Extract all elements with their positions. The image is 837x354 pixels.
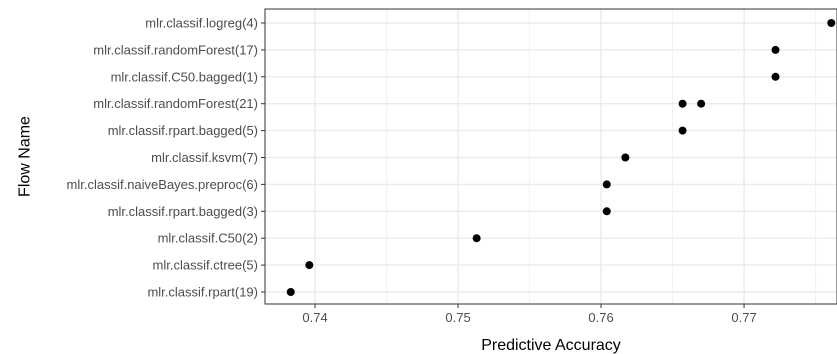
y-tick-label: mlr.classif.rpart.bagged(5): [108, 123, 258, 138]
data-point: [678, 99, 687, 108]
data-point: [771, 72, 780, 81]
y-axis-title: Flow Name: [17, 116, 34, 197]
y-tick-label: mlr.classif.ksvm(7): [151, 150, 258, 165]
y-tick-label: mlr.classif.randomForest(21): [93, 96, 258, 111]
data-point: [697, 99, 706, 108]
y-tick-label: mlr.classif.rpart.bagged(3): [108, 204, 258, 219]
data-point: [827, 19, 836, 27]
data-point: [678, 126, 687, 135]
y-tick-label: mlr.classif.logreg(4): [145, 16, 258, 31]
data-points: [286, 19, 836, 296]
data-point: [621, 153, 630, 162]
x-tick-label: 0.77: [731, 310, 756, 325]
x-tick-label: 0.75: [445, 310, 470, 325]
y-tick-label: mlr.classif.rpart(19): [147, 285, 258, 300]
panel-border: [264, 8, 837, 305]
x-axis-ticks: [314, 304, 745, 308]
y-axis-tick-labels: mlr.classif.logreg(4) mlr.classif.randomF…: [67, 16, 258, 300]
y-axis-ticks: [261, 22, 265, 293]
x-tick-label: 0.76: [588, 310, 613, 325]
data-point: [472, 234, 481, 243]
x-axis-tick-labels: 0.74 0.75 0.76 0.77: [302, 310, 756, 325]
y-tick-label: mlr.classif.naiveBayes.preproc(6): [67, 177, 258, 192]
y-tick-label: mlr.classif.C50(2): [158, 231, 258, 246]
x-tick-label: 0.74: [302, 310, 327, 325]
y-tick-label: mlr.classif.C50.bagged(1): [111, 69, 258, 84]
x-axis-title: Predictive Accuracy: [481, 337, 621, 354]
y-tick-label: mlr.classif.ctree(5): [153, 258, 258, 273]
data-point: [305, 261, 314, 270]
grid-lines: [265, 9, 837, 304]
data-point: [602, 207, 611, 216]
data-point: [286, 288, 295, 296]
y-tick-label: mlr.classif.randomForest(17): [93, 42, 258, 57]
data-point: [602, 180, 611, 189]
data-point: [771, 45, 780, 54]
